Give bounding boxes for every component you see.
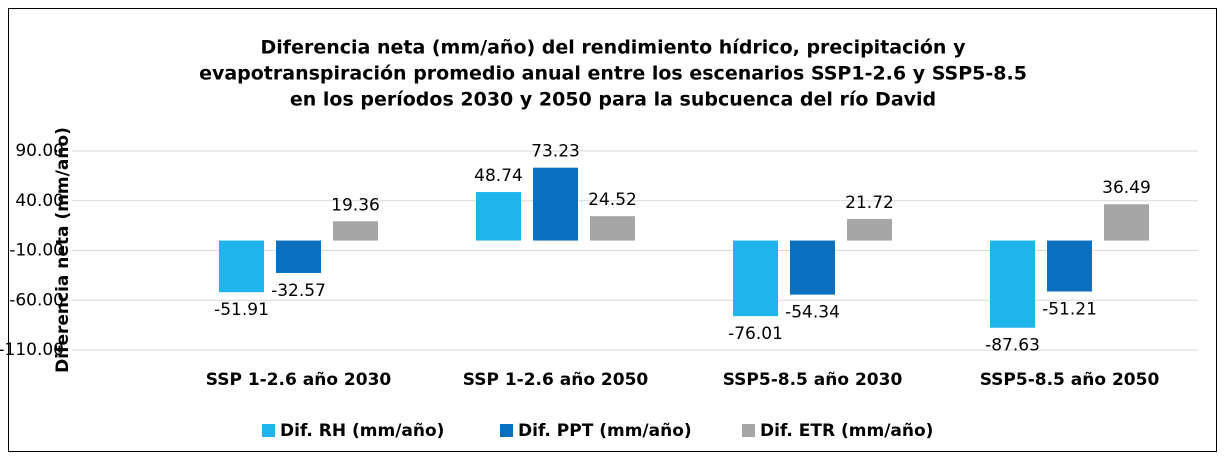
- chart-title: en los períodos 2030 y 2050 para la subc…: [290, 89, 936, 111]
- legend-label: Dif. PPT (mm/año): [518, 421, 692, 441]
- data-label: -54.34: [785, 303, 840, 323]
- y-tick-label: -60.00: [9, 290, 64, 310]
- data-label: 48.74: [474, 166, 523, 186]
- bar: [1047, 240, 1092, 292]
- bar: [476, 192, 521, 241]
- bar: [990, 240, 1035, 328]
- data-label: -51.91: [214, 300, 269, 320]
- data-label: -51.21: [1042, 300, 1097, 320]
- y-tick-label: -110.00: [0, 340, 64, 360]
- data-label: 21.72: [845, 193, 894, 213]
- data-label: -76.01: [728, 324, 783, 344]
- bar: [847, 218, 892, 241]
- y-axis-label: Diferencia neta (mm/año): [53, 127, 73, 373]
- chart-title: Diferencia neta (mm/año) del rendimiento…: [261, 37, 967, 59]
- bar: [790, 240, 835, 295]
- legend-swatch: [500, 424, 513, 437]
- legend-label: Dif. ETR (mm/año): [760, 421, 933, 441]
- data-label: 73.23: [531, 142, 580, 162]
- legend-swatch: [742, 424, 755, 437]
- x-tick-label: SSP 1-2.6 año 2050: [463, 370, 649, 390]
- legend-label: Dif. RH (mm/año): [280, 421, 444, 441]
- legend-swatch: [262, 424, 275, 437]
- data-label: -32.57: [271, 281, 326, 301]
- bar: [219, 240, 264, 293]
- bar: [333, 221, 378, 241]
- chart-title: evapotranspiración promedio anual entre …: [199, 63, 1027, 85]
- bar: [276, 240, 321, 273]
- y-tick-label: 90.00: [15, 141, 64, 161]
- x-tick-label: SSP5-8.5 año 2050: [980, 370, 1160, 390]
- data-label: -87.63: [985, 336, 1040, 356]
- x-tick-label: SSP 1-2.6 año 2030: [206, 370, 392, 390]
- y-tick-label: -10.00: [9, 241, 64, 261]
- y-tick-label: 40.00: [15, 191, 64, 211]
- data-label: 19.36: [331, 195, 380, 215]
- bar: [533, 167, 578, 241]
- data-label: 36.49: [1102, 178, 1151, 198]
- bar: [590, 216, 635, 241]
- bar: [1104, 204, 1149, 241]
- data-label: 24.52: [588, 190, 637, 210]
- bar: [733, 240, 778, 317]
- x-tick-label: SSP5-8.5 año 2030: [723, 370, 903, 390]
